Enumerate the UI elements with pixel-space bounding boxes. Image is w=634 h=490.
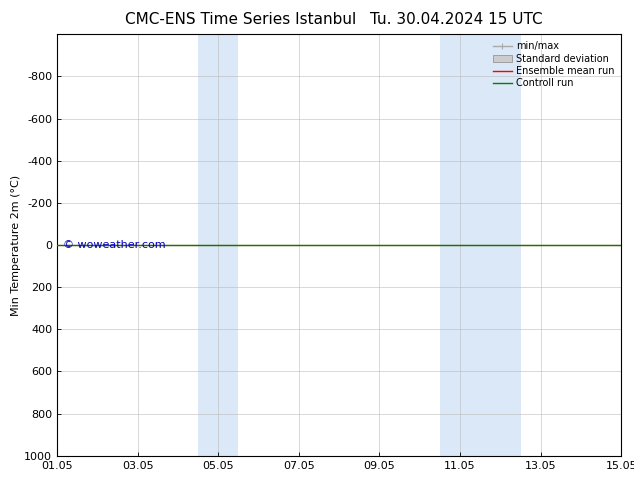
Bar [440, 34, 521, 456]
Text: Tu. 30.04.2024 15 UTC: Tu. 30.04.2024 15 UTC [370, 12, 543, 27]
Text: © woweather.com: © woweather.com [63, 240, 165, 250]
Bar [198, 34, 238, 456]
Y-axis label: Min Temperature 2m (°C): Min Temperature 2m (°C) [11, 174, 22, 316]
Legend: min/max, Standard deviation, Ensemble mean run, Controll run: min/max, Standard deviation, Ensemble me… [491, 39, 616, 90]
Text: CMC-ENS Time Series Istanbul: CMC-ENS Time Series Istanbul [126, 12, 356, 27]
